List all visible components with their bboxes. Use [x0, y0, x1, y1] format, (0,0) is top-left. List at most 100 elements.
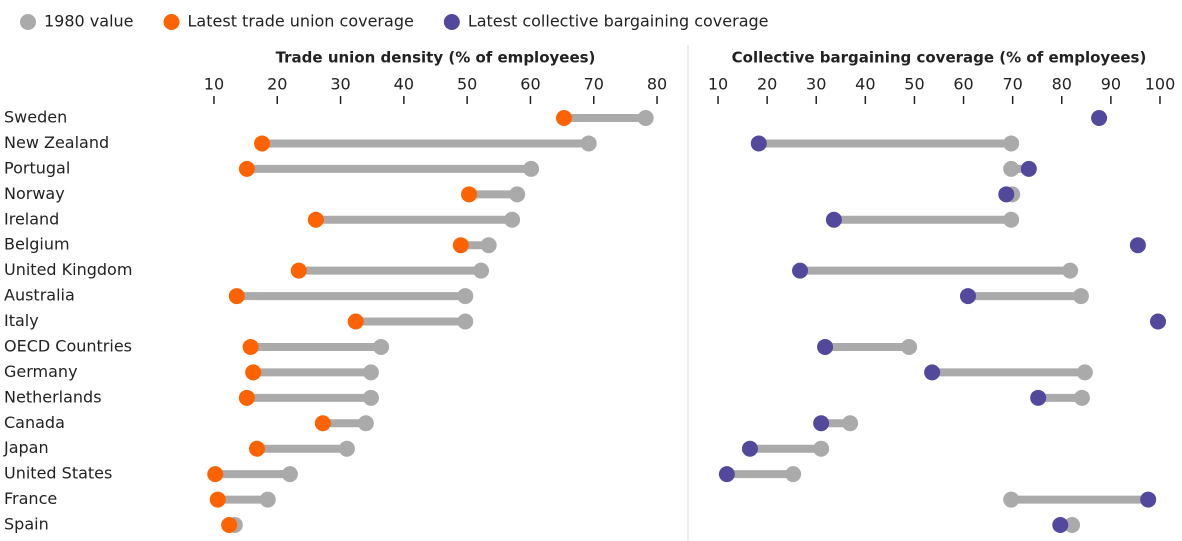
- legend-marker: [163, 14, 180, 30]
- x-tick-label: 30: [330, 75, 350, 94]
- dot-latest: [238, 389, 255, 406]
- dot-latest: [817, 338, 834, 355]
- dot-1980: [457, 288, 474, 305]
- category-label: United States: [4, 464, 112, 483]
- dot-1980: [281, 466, 298, 483]
- dot-latest: [1150, 313, 1167, 330]
- x-tick-label: 80: [647, 75, 667, 94]
- legend-marker: [20, 14, 36, 30]
- dot-latest: [750, 135, 767, 152]
- dot-latest: [238, 160, 255, 177]
- dot-latest: [1052, 517, 1069, 533]
- dot-1980: [842, 415, 859, 432]
- legend-label: Latest collective bargaining coverage: [468, 12, 769, 31]
- x-tick-label: 70: [1002, 75, 1022, 94]
- dot-latest: [1030, 389, 1047, 406]
- x-tick-label: 70: [584, 75, 604, 94]
- dot-1980: [785, 466, 802, 483]
- dot-1980: [457, 313, 474, 330]
- x-tick-label: 90: [1101, 75, 1121, 94]
- dot-1980: [357, 415, 374, 432]
- x-tick-label: 60: [520, 75, 540, 94]
- dot-latest: [207, 466, 224, 483]
- category-label: Germany: [4, 362, 78, 381]
- category-label: Japan: [3, 438, 49, 457]
- category-label: Ireland: [4, 209, 59, 228]
- dot-1980: [813, 440, 830, 457]
- dot-1980: [473, 262, 490, 279]
- x-tick-label: 50: [904, 75, 924, 94]
- dot-latest: [347, 313, 364, 330]
- dot-latest: [290, 262, 307, 279]
- dot-latest: [959, 288, 976, 305]
- category-label: Australia: [4, 286, 75, 305]
- dot-1980: [1072, 288, 1089, 305]
- dot-latest: [998, 186, 1015, 203]
- x-tick-label: 10: [708, 75, 728, 94]
- dot-1980: [901, 338, 918, 355]
- dot-latest: [741, 440, 758, 457]
- dot-latest: [245, 364, 262, 381]
- x-tick-label: 10: [204, 75, 224, 94]
- dot-latest: [825, 211, 842, 228]
- dot-latest: [307, 211, 324, 228]
- category-label: Belgium: [4, 235, 70, 254]
- dot-1980: [1073, 389, 1090, 406]
- dot-latest: [924, 364, 941, 381]
- dot-latest: [228, 288, 245, 305]
- x-tick-label: 60: [953, 75, 973, 94]
- category-label: New Zealand: [4, 133, 109, 152]
- dot-1980: [580, 135, 597, 152]
- legend-label: Latest trade union coverage: [188, 12, 414, 31]
- dot-latest: [1129, 237, 1146, 254]
- category-label: Portugal: [4, 158, 70, 177]
- dot-1980: [259, 491, 276, 508]
- dot-latest: [254, 135, 271, 152]
- dot-latest: [452, 237, 469, 254]
- dot-latest: [209, 491, 226, 508]
- dot-1980: [1003, 160, 1020, 177]
- category-label: Netherlands: [4, 387, 102, 406]
- category-label: Italy: [4, 311, 39, 330]
- dot-1980: [1062, 262, 1079, 279]
- category-label: United Kingdom: [4, 260, 132, 279]
- category-label: OECD Countries: [4, 336, 132, 355]
- dot-latest: [314, 415, 331, 432]
- dot-latest: [1140, 491, 1157, 508]
- dot-latest: [242, 338, 259, 355]
- category-label: Norway: [4, 184, 65, 203]
- chart-title: Collective bargaining coverage (% of emp…: [732, 49, 1147, 67]
- x-tick-label: 50: [457, 75, 477, 94]
- dot-latest: [718, 466, 735, 483]
- category-label: France: [4, 489, 57, 508]
- dot-1980: [480, 237, 497, 254]
- dot-latest: [249, 440, 266, 457]
- x-tick-label: 100: [1145, 75, 1176, 94]
- dot-1980: [373, 338, 390, 355]
- x-tick-label: 30: [806, 75, 826, 94]
- dot-latest: [792, 262, 809, 279]
- dot-latest: [221, 517, 238, 533]
- category-label: Sweden: [4, 108, 67, 127]
- category-label: Canada: [4, 413, 65, 432]
- dot-1980: [1076, 364, 1093, 381]
- dot-1980: [504, 211, 521, 228]
- dot-1980: [637, 110, 654, 126]
- dot-1980: [362, 389, 379, 406]
- x-tick-label: 40: [855, 75, 875, 94]
- x-tick-label: 80: [1052, 75, 1072, 94]
- x-tick-label: 20: [267, 75, 287, 94]
- dot-1980: [1064, 517, 1081, 533]
- dot-latest: [813, 415, 830, 432]
- legend-label: 1980 value: [44, 12, 134, 31]
- dot-1980: [523, 160, 540, 177]
- dot-1980: [509, 186, 526, 203]
- dot-1980: [1003, 135, 1020, 152]
- dot-latest: [461, 186, 478, 203]
- legend-marker: [443, 14, 460, 30]
- dot-1980: [362, 364, 379, 381]
- dot-latest: [555, 110, 572, 126]
- x-tick-label: 20: [757, 75, 777, 94]
- dot-latest: [1091, 110, 1108, 126]
